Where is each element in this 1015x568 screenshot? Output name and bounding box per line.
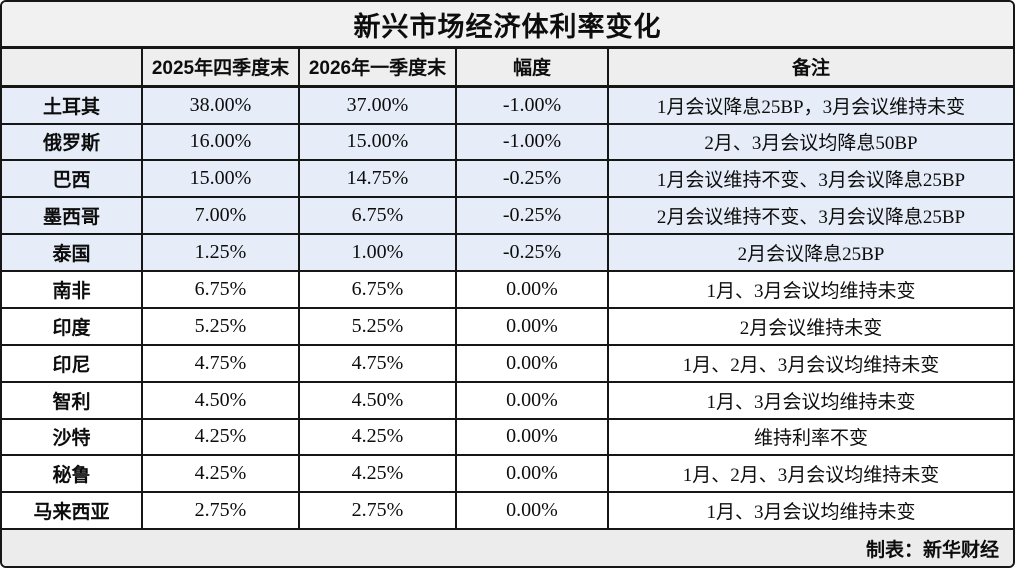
country-cell: 马来西亚 [2, 491, 143, 528]
page-title: 新兴市场经济体利率变化 [2, 2, 1013, 49]
change-cell: 0.00% [455, 417, 609, 457]
note-cell: 2月会议维持不变、3月会议降息25BP [607, 196, 1013, 236]
country-cell: 泰国 [2, 233, 143, 273]
credit-bar: 制表：新华财经 [2, 528, 1013, 566]
change-cell: -0.25% [455, 159, 609, 199]
country-cell: 沙特 [2, 417, 143, 457]
header-row: 2025年四季度末 2026年一季度末 幅度 备注 [2, 49, 1013, 88]
rates-table: 2025年四季度末 2026年一季度末 幅度 备注 土耳其 38.00% 37.… [2, 49, 1013, 528]
note-cell: 1月会议维持不变、3月会议降息25BP [607, 159, 1013, 199]
rate-2025q4-cell: 4.25% [141, 454, 300, 494]
rate-2025q4-cell: 1.25% [141, 233, 300, 273]
country-cell: 印尼 [2, 343, 143, 383]
rate-2025q4-cell: 4.25% [141, 417, 300, 457]
rate-2025q4-cell: 4.75% [141, 343, 300, 383]
rate-2026q1-cell: 15.00% [298, 122, 457, 162]
change-cell: -0.25% [455, 196, 609, 236]
rate-2026q1-cell: 4.25% [298, 454, 457, 494]
rate-2026q1-cell: 1.00% [298, 233, 457, 273]
country-cell: 印度 [2, 306, 143, 346]
note-cell: 1月、3月会议均维持未变 [607, 380, 1013, 420]
note-cell: 2月、3月会议均降息50BP [607, 122, 1013, 162]
col-header-change: 幅度 [455, 49, 609, 88]
note-cell: 1月、2月、3月会议均维持未变 [607, 454, 1013, 494]
change-cell: 0.00% [455, 306, 609, 346]
table-row: 智利 4.50% 4.50% 0.00% 1月、3月会议均维持未变 [2, 380, 1013, 420]
table-row: 南非 6.75% 6.75% 0.00% 1月、3月会议均维持未变 [2, 270, 1013, 309]
rate-2026q1-cell: 14.75% [298, 159, 457, 199]
country-cell: 智利 [2, 380, 143, 420]
col-header-country [2, 49, 143, 88]
note-cell: 2月会议降息25BP [607, 233, 1013, 273]
table-row: 俄罗斯 16.00% 15.00% -1.00% 2月、3月会议均降息50BP [2, 122, 1013, 162]
table-row: 泰国 1.25% 1.00% -0.25% 2月会议降息25BP [2, 233, 1013, 273]
rate-2026q1-cell: 4.50% [298, 380, 457, 420]
change-cell: -0.25% [455, 233, 609, 273]
table-row: 马来西亚 2.75% 2.75% 0.00% 1月、3月会议均维持未变 [2, 491, 1013, 528]
change-cell: 0.00% [455, 270, 609, 309]
table-row: 巴西 15.00% 14.75% -0.25% 1月会议维持不变、3月会议降息2… [2, 159, 1013, 199]
change-cell: -1.00% [455, 122, 609, 162]
col-header-2026q1: 2026年一季度末 [298, 49, 457, 88]
change-cell: 0.00% [455, 454, 609, 494]
rate-2026q1-cell: 4.25% [298, 417, 457, 457]
country-cell: 墨西哥 [2, 196, 143, 236]
rate-2025q4-cell: 16.00% [141, 122, 300, 162]
table-row: 沙特 4.25% 4.25% 0.00% 维持利率不变 [2, 417, 1013, 457]
rate-2025q4-cell: 38.00% [141, 85, 300, 125]
note-cell: 1月会议降息25BP，3月会议维持未变 [607, 85, 1013, 125]
country-cell: 秘鲁 [2, 454, 143, 494]
rate-2025q4-cell: 5.25% [141, 306, 300, 346]
rate-2026q1-cell: 6.75% [298, 196, 457, 236]
table-row: 土耳其 38.00% 37.00% -1.00% 1月会议降息25BP，3月会议… [2, 85, 1013, 125]
table-row: 秘鲁 4.25% 4.25% 0.00% 1月、2月、3月会议均维持未变 [2, 454, 1013, 494]
change-cell: 0.00% [455, 491, 609, 528]
country-cell: 土耳其 [2, 85, 143, 125]
rate-2026q1-cell: 5.25% [298, 306, 457, 346]
rate-2026q1-cell: 6.75% [298, 270, 457, 309]
note-cell: 1月、3月会议均维持未变 [607, 270, 1013, 309]
col-header-2025q4: 2025年四季度末 [141, 49, 300, 88]
rate-2025q4-cell: 2.75% [141, 491, 300, 528]
note-cell: 1月、2月、3月会议均维持未变 [607, 343, 1013, 383]
table-row: 印度 5.25% 5.25% 0.00% 2月会议维持未变 [2, 306, 1013, 346]
rate-2026q1-cell: 2.75% [298, 491, 457, 528]
rate-2026q1-cell: 4.75% [298, 343, 457, 383]
rate-2025q4-cell: 15.00% [141, 159, 300, 199]
table-row: 墨西哥 7.00% 6.75% -0.25% 2月会议维持不变、3月会议降息25… [2, 196, 1013, 236]
country-cell: 巴西 [2, 159, 143, 199]
country-cell: 南非 [2, 270, 143, 309]
credit-label: 制表：新华财经 [865, 539, 999, 561]
change-cell: 0.00% [455, 343, 609, 383]
note-cell: 1月、3月会议均维持未变 [607, 491, 1013, 528]
table-row: 印尼 4.75% 4.75% 0.00% 1月、2月、3月会议均维持未变 [2, 343, 1013, 383]
note-cell: 2月会议维持未变 [607, 306, 1013, 346]
note-cell: 维持利率不变 [607, 417, 1013, 457]
rate-2025q4-cell: 7.00% [141, 196, 300, 236]
country-cell: 俄罗斯 [2, 122, 143, 162]
rate-2025q4-cell: 4.50% [141, 380, 300, 420]
rate-2025q4-cell: 6.75% [141, 270, 300, 309]
col-header-note: 备注 [607, 49, 1013, 88]
rate-2026q1-cell: 37.00% [298, 85, 457, 125]
change-cell: -1.00% [455, 85, 609, 125]
change-cell: 0.00% [455, 380, 609, 420]
